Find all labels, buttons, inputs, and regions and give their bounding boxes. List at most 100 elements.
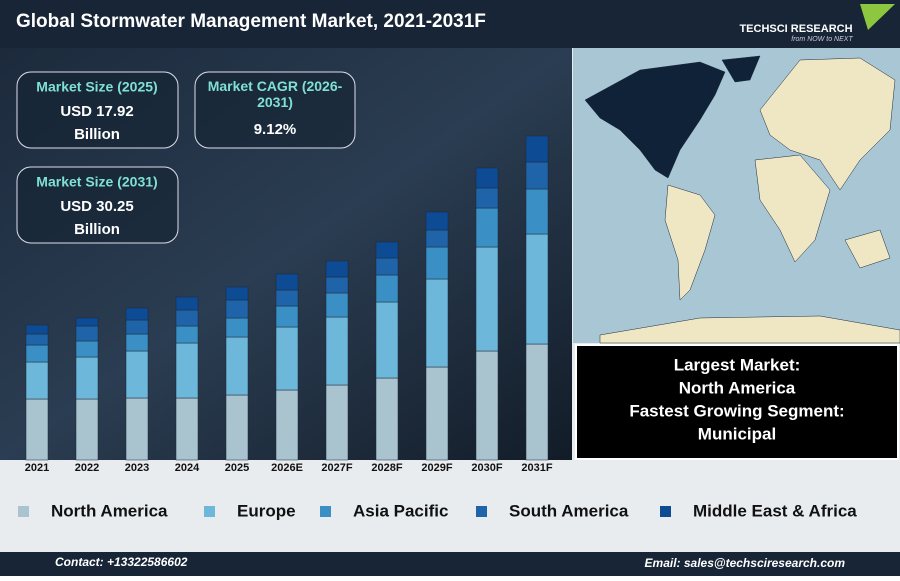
bar-segment [175,342,199,399]
bar-segment [75,317,99,327]
bar-segment [525,343,549,461]
bar-segment [25,398,49,461]
x-tick-label: 2024 [175,462,200,474]
x-tick-label: 2029F [421,462,452,474]
bar-segment [325,292,349,318]
bar-segment [275,389,299,461]
bar-segment [25,324,49,335]
bar-segment [475,207,499,248]
bar-segment [375,241,399,259]
x-tick-label: 2022 [75,462,99,474]
kpi-unit: Billion [74,126,120,143]
bar-segment [125,319,149,335]
bar-segment [175,309,199,327]
bar-segment [125,333,149,352]
bar-segment [525,233,549,345]
kpi-label: Market Size (2031) [36,174,157,190]
insight-line: Largest Market: [674,355,801,374]
bar-segment [125,307,149,321]
x-tick-label: 2023 [125,462,149,474]
kpi-box [16,166,179,244]
bar-segment [225,317,249,338]
kpis: Market Size (2025) USD 17.92 Billion Mar… [16,71,356,244]
insight-line: Fastest Growing Segment: [629,401,844,420]
insight-line: North America [679,378,796,397]
legend-swatch [204,506,215,517]
bar-segment [475,246,499,352]
kpi-unit: Billion [74,221,120,238]
legend-swatch [18,506,29,517]
bar-segment [525,161,549,190]
kpi-label-wrap: Market CAGR (2026-2031) [207,78,343,110]
bar-segment [25,333,49,346]
bar-segment [225,299,249,319]
bar-segment [275,289,299,307]
bar-segment [425,211,449,231]
kpi-label: Market CAGR (2026-2031) [207,78,343,110]
brand: TECHSCI RESEARCH [739,23,852,35]
x-tick-label: 2030F [471,462,502,474]
insight-box [575,344,899,460]
insight-line: Municipal [698,424,776,443]
bar-segment [25,361,49,400]
title: Global Stormwater Management Market, 202… [16,11,486,32]
bar-segment [225,394,249,461]
bar-segment [475,187,499,209]
bar-segment [525,188,549,235]
kpi-label: Market Size (2025) [36,79,157,95]
bar-segment [325,276,349,294]
bar-segment [275,326,299,391]
x-tick-label: 2027F [321,462,352,474]
tagline: from NOW to NEXT [791,36,853,43]
kpi-value: USD 30.25 [60,198,133,215]
bar-segment [75,325,99,342]
bar-segment [125,350,149,399]
bar-segment [425,246,449,280]
bar-segment [425,278,449,368]
kpi-value: USD 17.92 [60,103,133,120]
bar-segment [275,305,299,328]
bar-segment [325,260,349,278]
bar-segment [475,167,499,189]
bar-segment [375,377,399,461]
bar-segment [425,229,449,248]
bar-segment [375,274,399,303]
bar-segment [175,296,199,311]
bar-segment [325,384,349,461]
bar-segment [75,356,99,400]
bar-segment [475,350,499,461]
bar-segment [375,301,399,379]
legend-label: Europe [237,501,296,520]
bar-segment [325,316,349,386]
footer-bar [0,552,900,576]
kpi-box [194,71,356,149]
x-tick-label: 2028F [371,462,402,474]
email: Email: sales@techsciresearch.com [645,556,846,570]
bar-segment [125,397,149,461]
bar-segment [525,135,549,163]
bar-segment [425,366,449,461]
bar-segment [175,325,199,344]
legend-swatch [660,506,671,517]
bar-segment [25,344,49,363]
contact: Contact: +13322586602 [55,555,188,569]
header-bar [0,0,900,48]
bar-segment [75,398,99,461]
legend-swatch [320,506,331,517]
bar-segment [375,257,399,276]
kpi-value: 9.12% [254,121,297,138]
kpi-box [16,71,179,149]
legend-swatch [476,506,487,517]
bar-segment [225,286,249,301]
bar-segment [175,397,199,461]
logo-mark [860,4,895,30]
legend-label: Middle East & Africa [693,501,857,520]
bar-segment [75,340,99,358]
x-tick-label: 2031F [521,462,552,474]
bar-segment [275,273,299,291]
legend-label: South America [509,501,629,520]
legend-label: Asia Pacific [353,501,448,520]
map-land [584,55,900,344]
x-tick-label: 2025 [225,462,249,474]
